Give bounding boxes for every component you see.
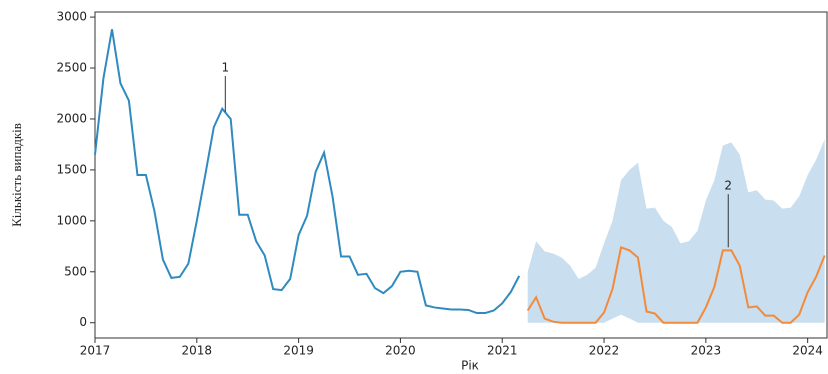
y-tick-label: 500 <box>64 264 87 278</box>
y-axis-label: Кількість випадків <box>9 123 24 227</box>
confidence-band <box>527 139 825 323</box>
x-tick-label: 2018 <box>182 344 213 358</box>
y-tick-label: 2000 <box>56 111 87 125</box>
y-tick-label: 3000 <box>56 10 87 24</box>
x-tick-label: 2020 <box>385 344 416 358</box>
y-tick-label: 0 <box>79 315 87 329</box>
x-tick-label: 2024 <box>792 344 823 358</box>
x-tick-label: 2022 <box>589 344 620 358</box>
series-line <box>526 245 826 324</box>
y-tick-label: 1000 <box>56 213 87 227</box>
series-line <box>94 29 521 315</box>
x-axis-label: Рік <box>461 359 479 373</box>
annotation-label: 1 <box>221 61 229 75</box>
y-tick-label: 2500 <box>56 61 87 75</box>
y-tick-label: 1500 <box>56 162 87 176</box>
plot-frame <box>94 11 828 339</box>
x-tick-label: 2021 <box>487 344 518 358</box>
x-tick-label: 2019 <box>283 344 314 358</box>
x-tick-label: 2017 <box>80 344 111 358</box>
annotation-label: 2 <box>724 179 732 193</box>
x-tick-label: 2023 <box>691 344 722 358</box>
